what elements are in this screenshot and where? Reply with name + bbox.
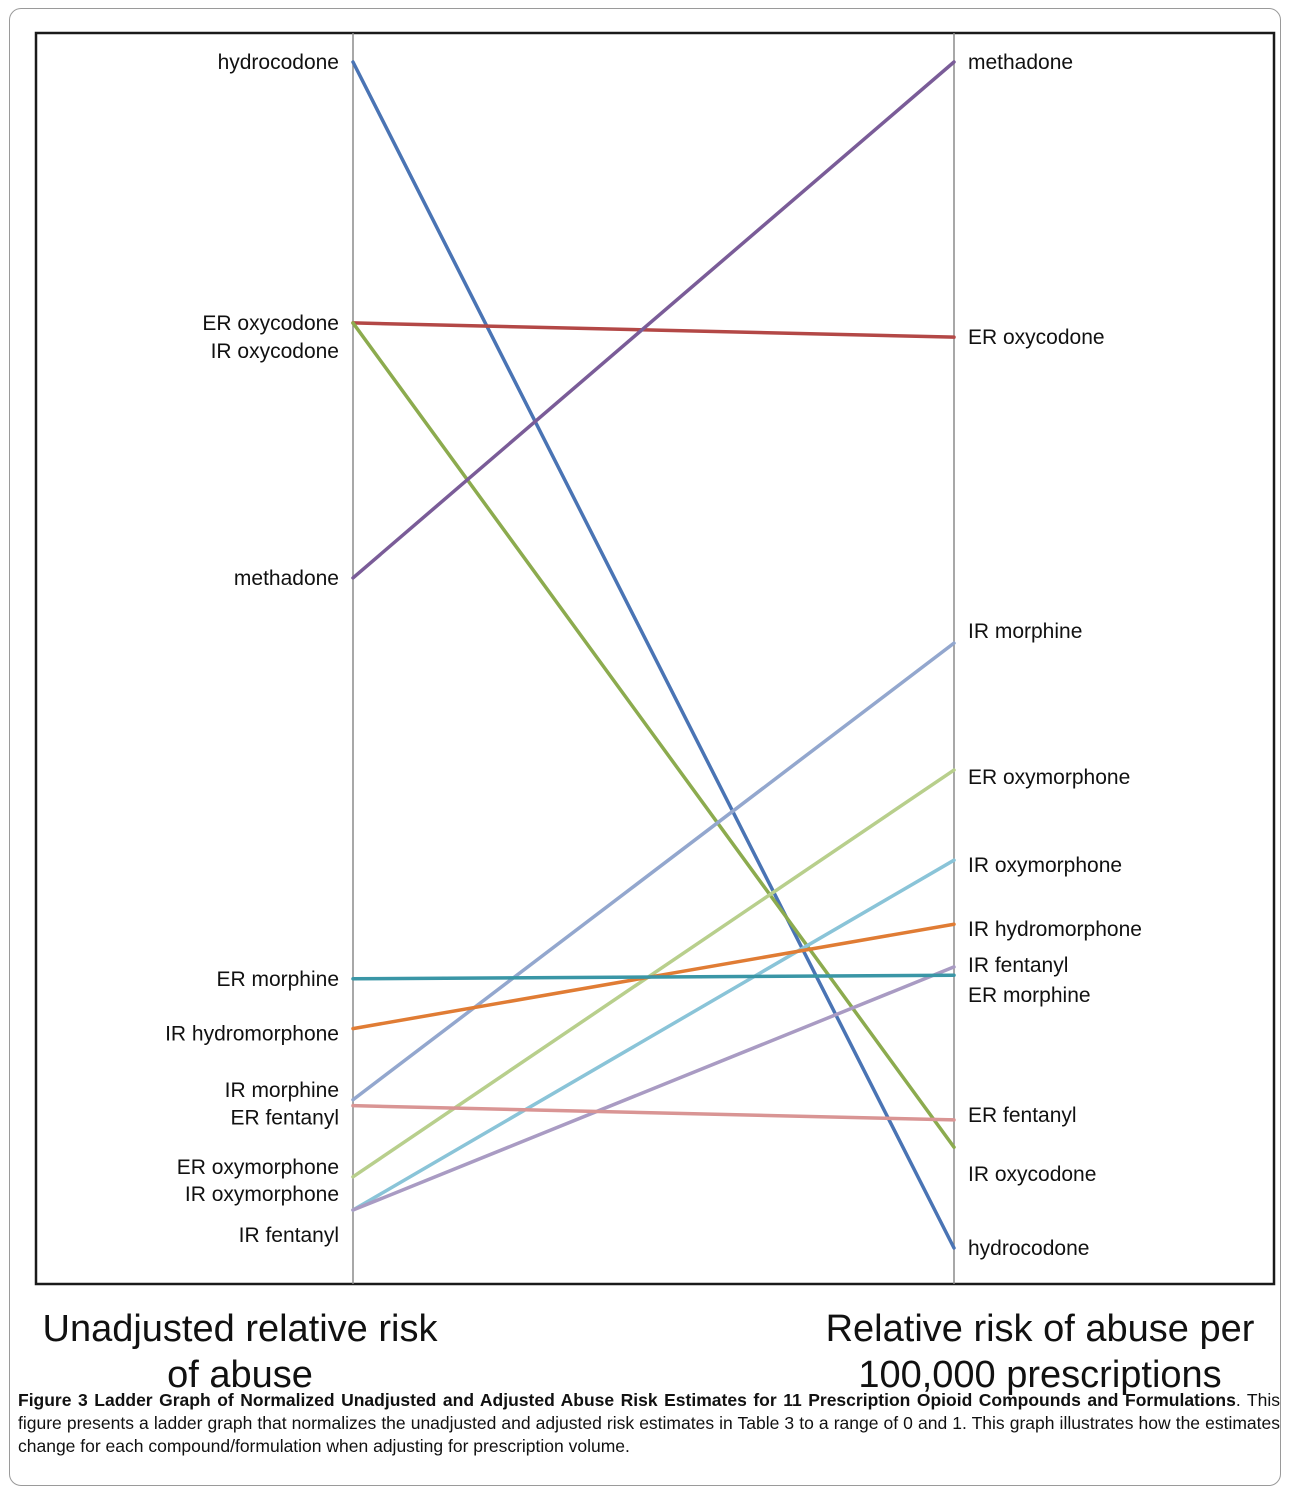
figure-frame	[9, 8, 1281, 1486]
left-axis-title: Unadjusted relative risk of abuse	[42, 1308, 438, 1396]
right-axis-title: Relative risk of abuse per 100,000 presc…	[825, 1308, 1255, 1396]
left-label-ir-morphine: IR morphine	[225, 1079, 339, 1102]
series-line-methadone	[351, 60, 956, 580]
figure-caption: Figure 3 Ladder Graph of Normalized Unad…	[18, 1389, 1280, 1458]
right-label-ir-oxycodone: IR oxycodone	[968, 1163, 1096, 1186]
caption-text: . This figure presents a ladder graph th…	[18, 1390, 1280, 1456]
left-label-er-oxymorphone: ER oxymorphone	[177, 1156, 339, 1179]
right-label-ir-oxymorphone: IR oxymorphone	[968, 854, 1122, 877]
right-label-ir-fentanyl: IR fentanyl	[968, 954, 1068, 977]
right-label-ir-hydromorphone: IR hydromorphone	[968, 918, 1142, 941]
right-label-er-oxymorphone: ER oxymorphone	[968, 766, 1130, 789]
left-label-ir-oxymorphone: IR oxymorphone	[185, 1183, 339, 1206]
caption-label: Figure 3	[18, 1390, 88, 1410]
series-line-ir-oxycodone	[351, 321, 956, 1149]
caption-title: Ladder Graph of Normalized Unadjusted an…	[94, 1390, 1236, 1410]
left-label-methadone: methadone	[234, 567, 339, 590]
right-label-er-fentanyl: ER fentanyl	[968, 1104, 1077, 1127]
right-label-hydrocodone: hydrocodone	[968, 1237, 1089, 1260]
left-axis-labels: hydrocodone ER oxycodone IR oxycodone metha…	[165, 51, 339, 1247]
series-line-hydrocodone	[351, 60, 956, 1250]
series-line-ir-fentanyl	[351, 965, 956, 1212]
right-label-er-oxycodone: ER oxycodone	[968, 326, 1105, 349]
left-label-ir-oxycodone: IR oxycodone	[211, 340, 339, 363]
series-line-er-fentanyl	[351, 1103, 956, 1122]
series-line-er-oxycodone	[351, 321, 956, 339]
plot-area-border	[34, 31, 1276, 1286]
series-line-ir-oxymorphone	[351, 858, 956, 1212]
ladder-chart: hydrocodone ER oxycodone IR oxycodone metha…	[34, 31, 1276, 1286]
left-label-hydrocodone: hydrocodone	[218, 51, 339, 74]
left-label-ir-hydromorphone: IR hydromorphone	[165, 1023, 339, 1046]
right-label-er-morphine: ER morphine	[968, 984, 1091, 1007]
series-lines	[351, 60, 956, 1250]
right-label-methadone: methadone	[968, 51, 1073, 74]
right-label-ir-morphine: IR morphine	[968, 620, 1082, 643]
left-label-er-morphine: ER morphine	[216, 968, 339, 991]
right-axis-labels: hydrocodone ER oxycodone IR oxycodone metha…	[968, 51, 1142, 1260]
series-line-er-morphine	[351, 973, 956, 981]
left-label-ir-fentanyl: IR fentanyl	[239, 1224, 339, 1247]
series-line-ir-morphine	[351, 641, 956, 1102]
left-label-er-oxycodone: ER oxycodone	[202, 312, 339, 335]
left-label-er-fentanyl: ER fentanyl	[230, 1107, 339, 1130]
